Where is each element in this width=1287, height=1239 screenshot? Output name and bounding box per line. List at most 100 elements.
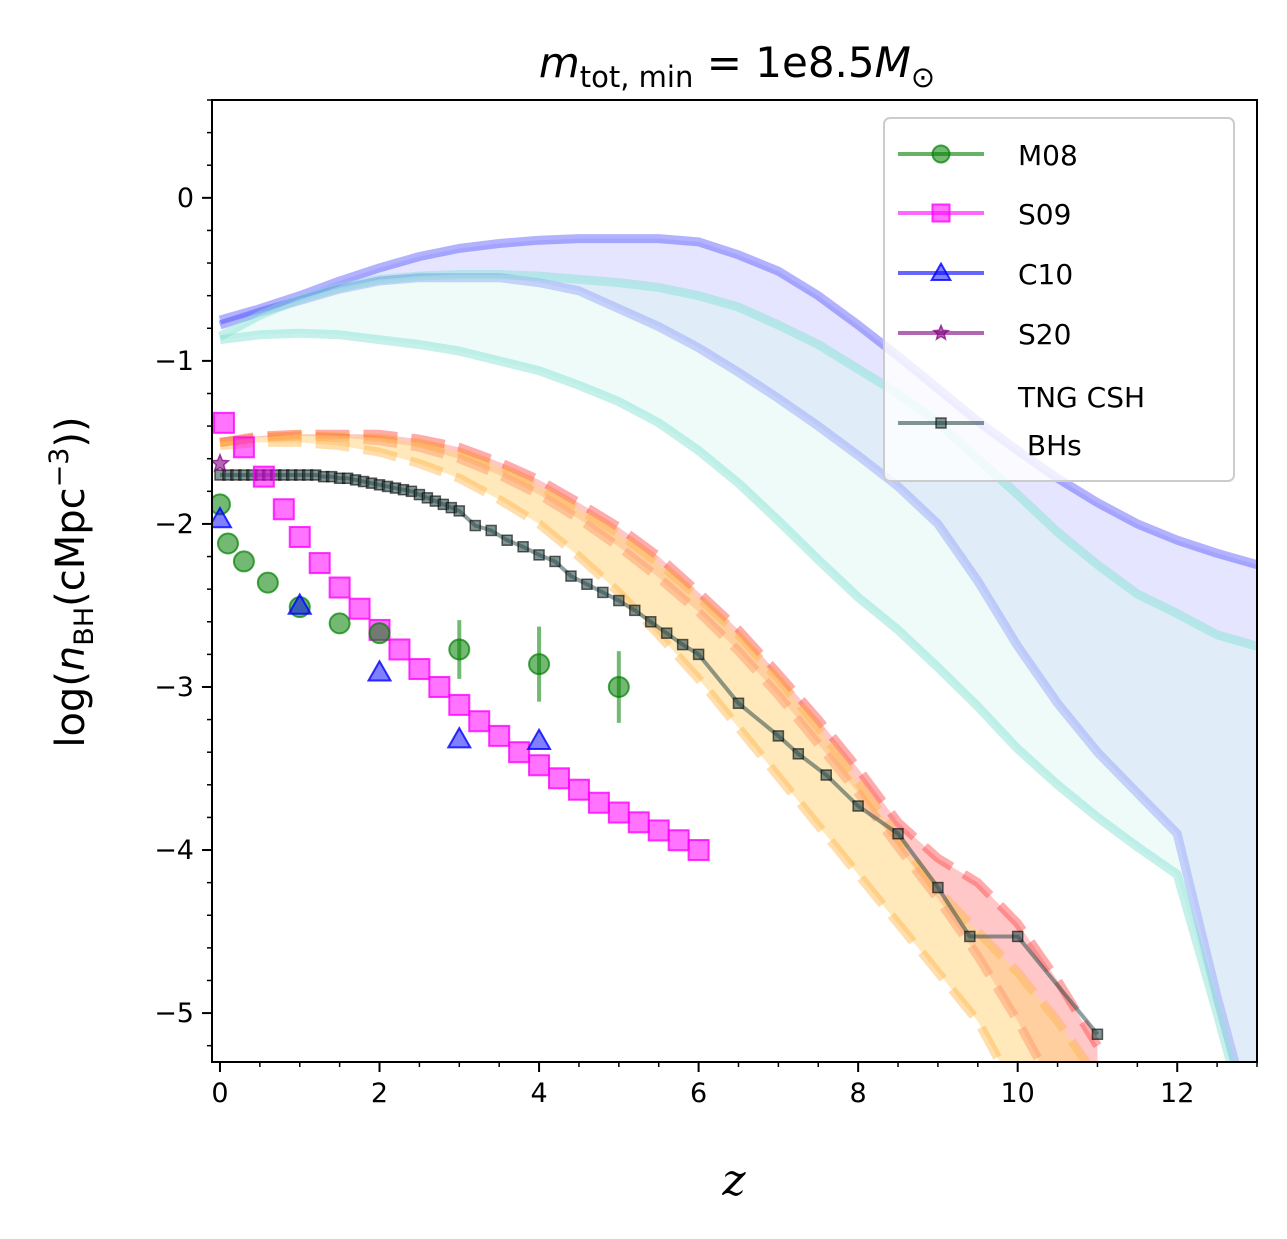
x-tick-label-0: 0 (211, 1078, 228, 1109)
legend-label-tng: TNG CSH (1017, 381, 1145, 414)
point-tng-csh-bhs-45 (692, 648, 705, 661)
legend-label-tng-line2: BHs (1018, 429, 1082, 462)
point-s09-14 (488, 724, 511, 747)
legend-label-m08: M08 (1018, 139, 1078, 172)
legend-marker-tng-csh (898, 417, 984, 429)
point-s09-23 (667, 829, 690, 852)
point-tng-csh-bhs-41 (629, 604, 641, 617)
point-tng-csh-bhs-37 (565, 570, 577, 582)
seed-model-blue-lower-line (218, 273, 1240, 1062)
y-tick-label-2: −2 (154, 509, 194, 540)
point-tng-csh-bhs-53 (964, 930, 976, 943)
point-tng-csh-bhs-51 (892, 827, 904, 840)
legend-label-s09: S09 (1018, 198, 1071, 231)
point-s09-0 (212, 411, 235, 434)
legend-symbol-3 (931, 323, 951, 341)
legend-box (883, 117, 1235, 482)
point-tng-csh-bhs-30 (453, 505, 466, 517)
point-m08-2 (232, 550, 255, 573)
seed-model-cyan-upper-line (217, 270, 1257, 651)
chart-title: mtot, min = 1e8.5M⊙ (539, 38, 935, 94)
point-tng-csh-bhs-55 (1091, 1028, 1104, 1041)
point-tng-csh-bhs-54 (1011, 930, 1024, 943)
point-s09-21 (627, 811, 650, 834)
point-tng-csh-bhs-43 (660, 627, 673, 639)
point-c10-3 (446, 726, 473, 749)
series-s20 (212, 452, 231, 473)
legend: M08 S09 C10 S20 TNG CSH BHs (883, 117, 1235, 482)
point-tng-csh-bhs-52 (932, 881, 944, 894)
seed-model-orange-lower-line (219, 437, 1006, 1062)
point-c10-4 (526, 727, 552, 751)
point-s09-16 (528, 754, 551, 777)
point-tng-csh-bhs-31 (469, 519, 481, 532)
point-tng-csh-bhs-50 (852, 800, 864, 812)
point-m08-hiz-0 (448, 638, 471, 661)
seed-model-cyan-lower-line (219, 328, 1236, 1062)
point-s09-9 (388, 638, 411, 661)
point-tng-csh-bhs-49 (820, 769, 832, 781)
point-s09-10 (408, 658, 431, 681)
x-tick-label-5: 10 (1001, 1078, 1035, 1109)
point-m08-6 (368, 622, 391, 645)
x-tick-label-4: 8 (850, 1078, 867, 1109)
seed-model-red-upper-line (219, 429, 1102, 1049)
seed-model-cyan-fill (220, 274, 1257, 1062)
point-tng-csh-bhs-33 (501, 534, 513, 546)
point-s09-24 (687, 839, 710, 862)
point-tng-csh-bhs-46 (732, 697, 745, 710)
point-tng-csh-bhs-36 (549, 555, 561, 568)
point-s09-5 (308, 552, 331, 575)
point-tng-csh-bhs-39 (597, 586, 609, 599)
point-c10-2 (366, 659, 393, 682)
point-tng-csh-bhs-40 (613, 594, 625, 607)
point-c10-1 (287, 592, 313, 615)
point-m08-1 (216, 532, 239, 555)
point-m08-5 (328, 612, 351, 635)
seed-model-orange-fill (220, 434, 1087, 1062)
y-tick-label-4: −4 (154, 835, 194, 866)
legend-markers (898, 144, 984, 429)
point-s09-1 (232, 436, 255, 459)
point-tng-csh-bhs-35 (533, 549, 545, 561)
y-tick-label-3: −3 (154, 672, 194, 703)
observational-series (212, 411, 1104, 1041)
legend-marker-s20 (898, 323, 984, 341)
x-tick-label-2: 4 (530, 1078, 547, 1109)
point-m08-hiz-2 (607, 675, 630, 698)
series-s09 (212, 411, 710, 862)
legend-symbol-1 (931, 203, 951, 223)
series-tng-csh-bhs (214, 469, 1104, 1041)
legend-label-s20: S20 (1018, 318, 1071, 351)
point-tng-csh-bhs-38 (581, 578, 593, 591)
point-s09-19 (587, 791, 610, 814)
legend-marker-s09 (898, 203, 984, 223)
point-s09-3 (272, 498, 295, 521)
y-axis-label: log(nBH(cMpc−3)) (44, 416, 100, 747)
point-s09-22 (647, 819, 670, 842)
legend-marker-m08 (898, 144, 984, 164)
plot-frame (211, 99, 1258, 1063)
point-s09-7 (348, 597, 371, 620)
point-tng-csh-bhs-47 (772, 730, 785, 742)
point-s09-20 (607, 801, 630, 824)
legend-symbol-4 (935, 417, 947, 429)
point-s09-18 (567, 778, 590, 801)
point-s09-17 (548, 767, 571, 790)
legend-symbol-2 (929, 261, 953, 282)
point-s09-2 (252, 465, 275, 488)
legend-label-c10: C10 (1018, 258, 1073, 291)
point-m08-3 (256, 571, 279, 594)
x-tick-label-6: 12 (1160, 1078, 1194, 1109)
legend-marker-c10 (898, 261, 984, 282)
series-c10 (212, 506, 552, 751)
point-tng-csh-bhs-44 (676, 638, 689, 651)
point-s20-0 (212, 452, 231, 473)
y-tick-label-5: −5 (154, 998, 194, 1029)
x-tick-label-1: 2 (371, 1078, 388, 1109)
y-tick-label-0: 0 (177, 183, 194, 214)
x-axis-label: z (721, 1155, 746, 1206)
point-tng-csh-bhs-48 (792, 748, 805, 760)
point-s09-15 (508, 741, 531, 764)
